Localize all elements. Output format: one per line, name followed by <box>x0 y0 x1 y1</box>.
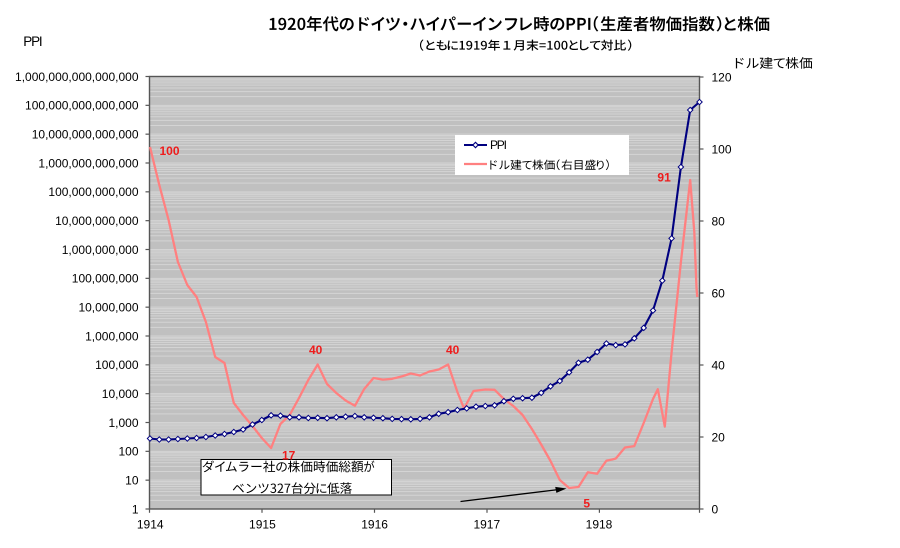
svg-text:100,000,000,000: 100,000,000,000 <box>48 185 138 199</box>
svg-text:91: 91 <box>657 171 671 185</box>
svg-text:1,000: 1,000 <box>108 416 138 430</box>
svg-text:PPI: PPI <box>23 34 42 49</box>
svg-text:40: 40 <box>309 343 323 357</box>
svg-text:0: 0 <box>712 502 719 516</box>
svg-text:40: 40 <box>712 358 726 372</box>
svg-text:1,000,000,000,000: 1,000,000,000,000 <box>38 156 138 170</box>
svg-text:10: 10 <box>125 474 139 488</box>
svg-text:1917: 1917 <box>473 518 500 532</box>
svg-text:20: 20 <box>712 430 726 444</box>
svg-text:PPI: PPI <box>490 138 507 152</box>
svg-text:1: 1 <box>132 502 139 516</box>
svg-text:10,000,000,000,000: 10,000,000,000,000 <box>32 128 139 142</box>
svg-text:40: 40 <box>446 343 460 357</box>
svg-text:1,000,000,000,000,000: 1,000,000,000,000,000 <box>15 70 139 84</box>
svg-text:1,000,000: 1,000,000 <box>85 329 139 343</box>
svg-text:100: 100 <box>118 445 138 459</box>
svg-text:100: 100 <box>160 144 180 158</box>
svg-text:100,000: 100,000 <box>95 358 139 372</box>
svg-text:1915: 1915 <box>249 518 276 532</box>
svg-text:5: 5 <box>583 496 590 510</box>
svg-text:1918: 1918 <box>586 518 613 532</box>
svg-text:80: 80 <box>712 214 726 228</box>
svg-text:1,000,000,000: 1,000,000,000 <box>62 243 139 257</box>
svg-text:120: 120 <box>712 70 732 84</box>
svg-text:1914: 1914 <box>137 518 164 532</box>
svg-text:100: 100 <box>712 142 732 156</box>
svg-text:10,000,000: 10,000,000 <box>78 301 138 315</box>
svg-text:1916: 1916 <box>361 518 388 532</box>
svg-text:10,000: 10,000 <box>102 387 139 401</box>
svg-text:100,000,000,000,000: 100,000,000,000,000 <box>25 99 139 113</box>
svg-text:100,000,000: 100,000,000 <box>72 272 139 286</box>
svg-text:17: 17 <box>282 448 296 462</box>
svg-text:60: 60 <box>712 286 726 300</box>
svg-text:10,000,000,000: 10,000,000,000 <box>55 214 139 228</box>
